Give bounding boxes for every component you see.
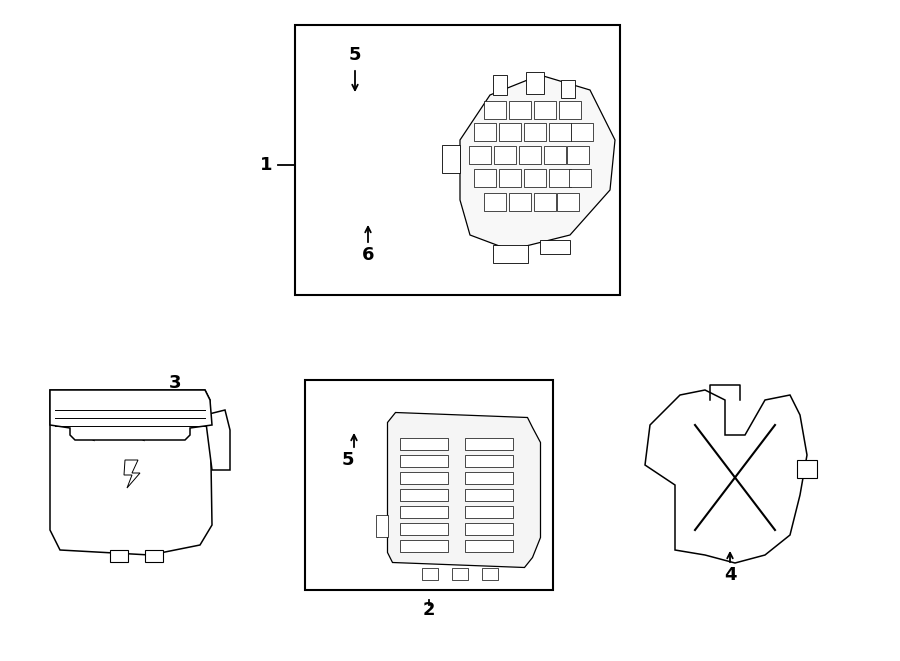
Bar xyxy=(465,489,513,501)
Polygon shape xyxy=(338,401,382,429)
Bar xyxy=(452,568,468,580)
Bar xyxy=(493,75,507,95)
Bar xyxy=(400,472,448,484)
Bar xyxy=(400,489,448,501)
Bar xyxy=(524,169,546,187)
Text: 5: 5 xyxy=(342,451,355,469)
Bar xyxy=(484,101,506,119)
Bar xyxy=(509,101,531,119)
Polygon shape xyxy=(460,75,615,250)
Bar xyxy=(567,146,589,164)
Bar xyxy=(484,193,506,211)
Polygon shape xyxy=(645,390,807,563)
Bar xyxy=(559,101,581,119)
Bar xyxy=(519,146,541,164)
Bar xyxy=(549,169,571,187)
Bar xyxy=(474,169,496,187)
Bar xyxy=(797,460,817,478)
Bar xyxy=(561,80,575,98)
Polygon shape xyxy=(386,93,400,129)
Bar xyxy=(305,380,553,590)
Bar xyxy=(465,506,513,518)
Polygon shape xyxy=(344,101,386,129)
Bar xyxy=(499,123,521,141)
Bar xyxy=(571,123,593,141)
Bar xyxy=(482,568,498,580)
Bar xyxy=(422,568,438,580)
Polygon shape xyxy=(355,195,385,215)
Bar xyxy=(469,146,491,164)
Text: 3: 3 xyxy=(169,374,181,392)
Polygon shape xyxy=(355,189,395,195)
Bar xyxy=(400,506,448,518)
Text: 2: 2 xyxy=(423,601,436,619)
Polygon shape xyxy=(50,390,212,440)
Polygon shape xyxy=(338,392,398,401)
Bar xyxy=(145,550,163,562)
Bar xyxy=(526,72,544,94)
Bar xyxy=(492,245,527,263)
Bar xyxy=(400,455,448,467)
Polygon shape xyxy=(388,412,541,568)
Bar xyxy=(442,145,460,173)
Bar xyxy=(465,455,513,467)
Bar xyxy=(400,438,448,450)
Bar xyxy=(534,101,556,119)
Bar xyxy=(544,146,566,164)
Bar xyxy=(110,550,128,562)
Bar xyxy=(569,169,591,187)
Bar xyxy=(509,193,531,211)
Bar xyxy=(400,523,448,535)
Polygon shape xyxy=(344,93,400,101)
Bar xyxy=(474,123,496,141)
Bar xyxy=(534,193,556,211)
Bar xyxy=(465,523,513,535)
Text: 6: 6 xyxy=(362,246,374,264)
Bar xyxy=(400,540,448,552)
Bar xyxy=(549,123,571,141)
Bar xyxy=(465,438,513,450)
Bar xyxy=(375,515,388,537)
Text: 1: 1 xyxy=(259,156,272,174)
Polygon shape xyxy=(382,392,398,429)
Bar xyxy=(465,472,513,484)
Bar xyxy=(524,123,546,141)
Text: 4: 4 xyxy=(724,566,736,584)
Polygon shape xyxy=(205,410,230,470)
Bar xyxy=(465,540,513,552)
Bar xyxy=(499,169,521,187)
Bar xyxy=(494,146,516,164)
Text: 5: 5 xyxy=(349,46,361,64)
Bar xyxy=(295,25,620,295)
Polygon shape xyxy=(385,189,395,215)
Bar xyxy=(540,240,570,254)
Bar xyxy=(557,193,579,211)
Polygon shape xyxy=(50,390,212,555)
